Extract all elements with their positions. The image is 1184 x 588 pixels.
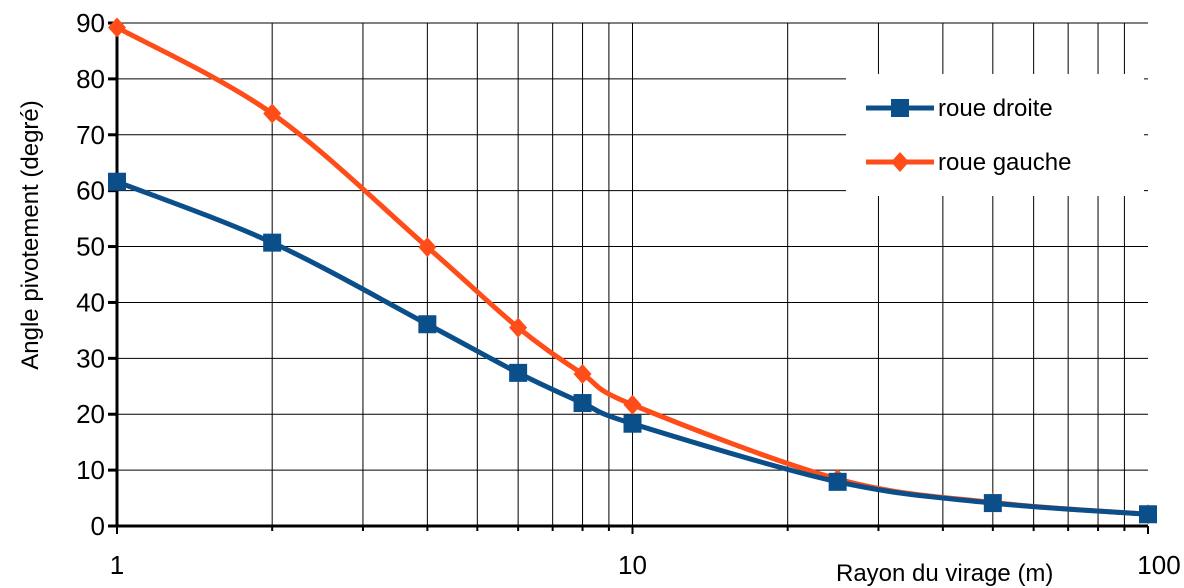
data-point-square [623, 414, 642, 433]
y-axis-title: Angle pivotement (degré) [17, 100, 44, 369]
series-group [108, 17, 1157, 525]
legend-label: roue gauche [938, 149, 1071, 176]
y-tick-label: 90 [76, 8, 105, 38]
data-point-square [418, 315, 437, 334]
y-tick-label: 60 [76, 176, 105, 206]
data-point-diamond [108, 17, 126, 38]
data-point-diamond [509, 317, 528, 338]
data-point-square [263, 233, 282, 252]
data-point-square [1139, 505, 1157, 524]
legend-item-roue-gauche: roue gauche [866, 149, 1071, 176]
data-point-diamond [418, 237, 437, 258]
x-axis-title: Rayon du virage (m) [836, 560, 1053, 587]
data-point-square [828, 472, 847, 491]
x-tick-label: 1 [110, 550, 124, 580]
y-tick-label: 80 [76, 64, 105, 94]
legend-item-roue-droite: roue droite [866, 95, 1053, 122]
y-tick-label: 70 [76, 120, 105, 150]
data-point-diamond [623, 394, 642, 415]
legend-marker-diamond [891, 152, 909, 172]
data-point-square [573, 394, 592, 413]
x-tick-label: 100 [1137, 550, 1180, 580]
data-point-square [509, 363, 528, 382]
legend-box [846, 74, 1144, 196]
y-tick-label: 10 [76, 455, 105, 485]
data-point-square [983, 494, 1002, 513]
data-point-diamond [573, 363, 592, 384]
legend-label: roue droite [938, 95, 1053, 122]
x-tick-label: 10 [618, 550, 647, 580]
y-tick-label: 0 [91, 511, 105, 541]
y-tick-label: 40 [76, 287, 105, 317]
legend-marker-square [891, 99, 909, 117]
series-roue-droite [108, 172, 1157, 524]
data-point-diamond [263, 103, 282, 124]
data-point-square [108, 172, 126, 191]
y-tick-label: 50 [76, 232, 105, 262]
legend: roue droite roue gauche [846, 74, 1144, 196]
y-tick-label: 20 [76, 399, 105, 429]
y-tick-label: 30 [76, 343, 105, 373]
tick-labels: 0 10 20 30 40 50 60 70 80 90 1 10 100 [76, 8, 1181, 580]
grid [117, 22, 1148, 526]
